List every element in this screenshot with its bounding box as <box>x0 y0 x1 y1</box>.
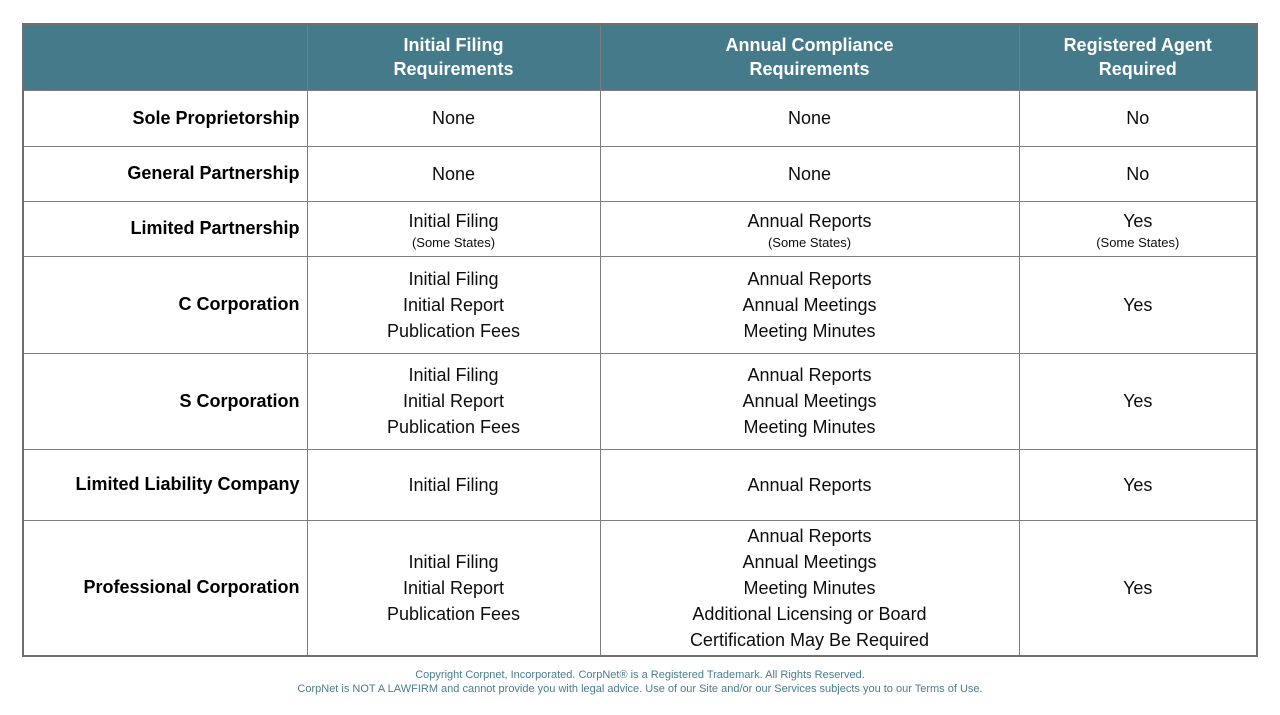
disclaimer-line: CorpNet is NOT A LAWFIRM and cannot prov… <box>297 683 983 695</box>
cell-note-text: (Some States) <box>767 234 852 250</box>
entity-name-cell: Professional Corporation <box>22 519 308 657</box>
table-row-sole-proprietorship: Sole Proprietorship None None No <box>22 89 1258 147</box>
cell-main-text: None <box>431 108 476 128</box>
entity-name-cell: Sole Proprietorship <box>22 89 308 147</box>
entity-comparison-table: Initial Filing Requirements Annual Compl… <box>22 23 1258 657</box>
registered-agent-cell: Yes <box>1018 352 1258 450</box>
column-header-annual-compliance: Annual Compliance Requirements <box>599 23 1020 91</box>
entity-name-cell: Limited Liability Company <box>22 448 308 521</box>
table-row-professional-corporation: Professional Corporation Initial Filing … <box>22 519 1258 657</box>
entity-name-cell: Limited Partnership <box>22 200 308 257</box>
entity-name-cell: S Corporation <box>22 352 308 450</box>
cell-main-text: Yes <box>1123 210 1153 231</box>
registered-agent-cell: No <box>1018 145 1258 202</box>
cell-main-text: Annual Reports <box>747 474 872 495</box>
table-header-row: Initial Filing Requirements Annual Compl… <box>22 23 1258 91</box>
cell-main-text: None <box>431 163 476 184</box>
cell-main-text: Initial Filing <box>408 210 499 231</box>
annual-compliance-cell: Annual Reports <box>599 448 1020 521</box>
cell-main-text: Annual Reports Annual Meetings Meeting M… <box>689 525 930 650</box>
initial-filing-cell: Initial Filing Initial Report Publicatio… <box>306 519 601 657</box>
cell-main-text: Annual Reports Annual Meetings Meeting M… <box>742 268 877 341</box>
copyright-line: Copyright Corpnet, Incorporated. CorpNet… <box>415 669 865 681</box>
initial-filing-cell: Initial Filing Initial Report Publicatio… <box>306 255 601 354</box>
initial-filing-cell: None <box>306 89 601 147</box>
initial-filing-cell: Initial Filing (Some States) <box>306 200 601 257</box>
cell-main-text: None <box>787 163 832 184</box>
table-row-limited-partnership: Limited Partnership Initial Filing (Some… <box>22 200 1258 257</box>
annual-compliance-cell: Annual Reports Annual Meetings Meeting M… <box>599 519 1020 657</box>
table-row-s-corporation: S Corporation Initial Filing Initial Rep… <box>22 352 1258 450</box>
cell-main-text: Initial Filing Initial Report Publicatio… <box>386 551 521 624</box>
cell-main-text: Initial Filing <box>408 474 499 495</box>
cell-main-text: Initial Filing Initial Report Publicatio… <box>386 365 521 437</box>
cell-main-text: Initial Filing Initial Report Publicatio… <box>386 268 521 341</box>
registered-agent-cell: Yes (Some States) <box>1018 200 1258 257</box>
cell-main-text: No <box>1126 108 1150 128</box>
cell-note-text: (Some States) <box>411 234 496 250</box>
registered-agent-cell: Yes <box>1018 448 1258 521</box>
registered-agent-cell: Yes <box>1018 255 1258 354</box>
column-header-initial-filing: Initial Filing Requirements <box>306 23 601 91</box>
cell-main-text: Yes <box>1123 294 1153 315</box>
table-row-limited-liability-company: Limited Liability Company Initial Filing… <box>22 448 1258 521</box>
column-header-registered-agent: Registered Agent Required <box>1018 23 1258 91</box>
annual-compliance-cell: Annual Reports Annual Meetings Meeting M… <box>599 352 1020 450</box>
annual-compliance-cell: None <box>599 89 1020 147</box>
registered-agent-cell: Yes <box>1018 519 1258 657</box>
cell-main-text: None <box>787 108 832 128</box>
annual-compliance-cell: None <box>599 145 1020 202</box>
entity-name-cell: General Partnership <box>22 145 308 202</box>
cell-note-text: (Some States) <box>1096 234 1180 250</box>
footer: Copyright Corpnet, Incorporated. CorpNet… <box>0 668 1280 696</box>
annual-compliance-cell: Annual Reports (Some States) <box>599 200 1020 257</box>
initial-filing-cell: Initial Filing <box>306 448 601 521</box>
entity-name-cell: C Corporation <box>22 255 308 354</box>
cell-main-text: Yes <box>1123 474 1153 495</box>
annual-compliance-cell: Annual Reports Annual Meetings Meeting M… <box>599 255 1020 354</box>
column-header-entity <box>22 23 308 91</box>
cell-main-text: Annual Reports Annual Meetings Meeting M… <box>742 365 877 437</box>
initial-filing-cell: None <box>306 145 601 202</box>
registered-agent-cell: No <box>1018 89 1258 147</box>
cell-main-text: Annual Reports <box>747 210 872 231</box>
cell-main-text: No <box>1126 163 1150 184</box>
initial-filing-cell: Initial Filing Initial Report Publicatio… <box>306 352 601 450</box>
table-row-general-partnership: General Partnership None None No <box>22 145 1258 202</box>
cell-main-text: Yes <box>1123 577 1153 598</box>
table-row-c-corporation: C Corporation Initial Filing Initial Rep… <box>22 255 1258 354</box>
cell-main-text: Yes <box>1123 391 1153 411</box>
